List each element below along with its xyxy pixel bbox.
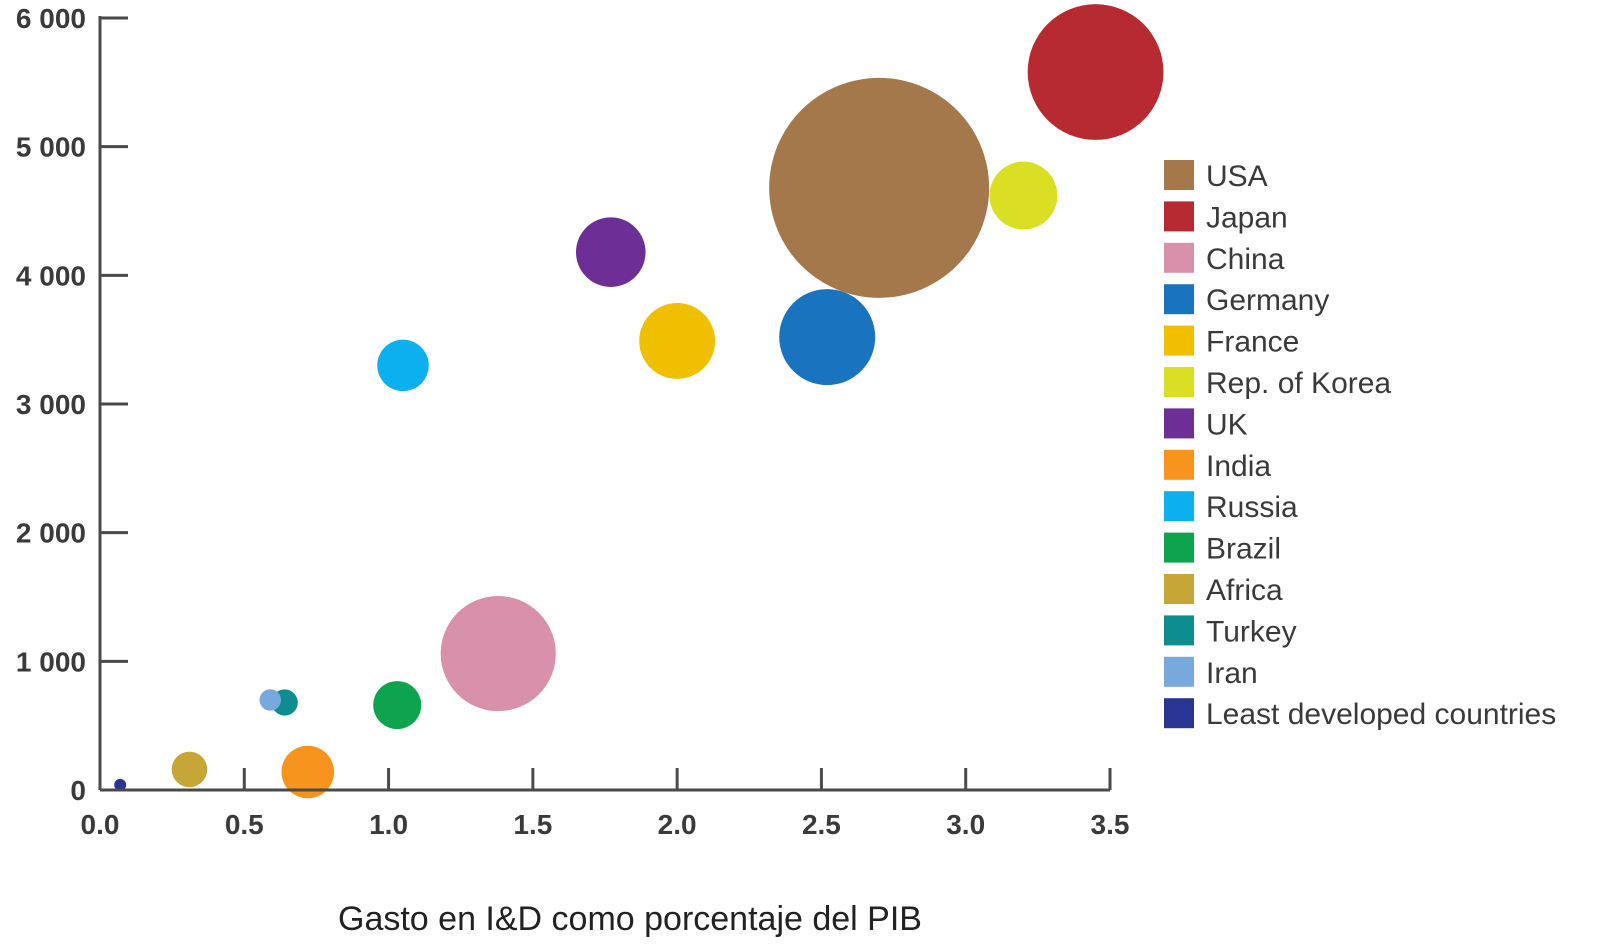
legend-swatch-brazil <box>1164 532 1194 563</box>
legend-label-japan: Japan <box>1206 201 1288 234</box>
bubble-russia <box>377 339 429 392</box>
bubbles <box>114 4 1164 799</box>
bubble-least-developed-countries <box>114 778 127 791</box>
legend-swatch-rep-of-korea <box>1164 367 1194 397</box>
legend-label-brazil: Brazil <box>1206 533 1281 566</box>
legend-label-germany: Germany <box>1206 284 1329 317</box>
legend: USA Japan China Germany France Rep. of Korea U… <box>1164 160 1556 731</box>
x-tick-label: 1.5 <box>513 809 552 840</box>
legend-label-uk: UK <box>1206 408 1248 441</box>
y-tick-label: 3 000 <box>16 389 86 420</box>
y-tick-label: 5 000 <box>16 132 86 163</box>
legend-label-india: India <box>1206 450 1271 483</box>
bubble-france <box>639 302 716 379</box>
legend-swatch-russia <box>1164 491 1194 522</box>
y-axis-ticks: 0 1 000 2 000 3 000 4 000 5 000 6 000 <box>16 3 128 806</box>
x-tick-label: 3.0 <box>946 809 985 840</box>
legend-label-china: China <box>1206 243 1285 276</box>
plot-area: 0 1 000 2 000 3 000 4 000 5 000 6 000 0.0 0.5 1.… <box>16 3 1164 840</box>
x-tick-label: 2.5 <box>802 809 841 840</box>
x-axis-label: Gasto en I&D como porcentaje del PIB <box>338 900 922 938</box>
legend-label-iran: Iran <box>1206 657 1258 690</box>
legend-label-rep-of-korea: Rep. of Korea <box>1206 367 1391 400</box>
legend-swatch-germany <box>1164 284 1194 315</box>
legend-swatch-france <box>1164 325 1194 356</box>
x-tick-label: 2.0 <box>658 809 697 840</box>
x-axis-ticks: 0.0 0.5 1.0 1.5 2.0 2.5 3.0 3.5 <box>81 768 1130 840</box>
bubble-uk <box>575 217 646 287</box>
bubble-iran <box>259 689 281 711</box>
bubble-rep-of-korea <box>989 161 1058 230</box>
legend-swatch-india <box>1164 449 1194 480</box>
legend-label-turkey: Turkey <box>1206 615 1297 648</box>
legend-label-usa: USA <box>1206 160 1268 193</box>
x-tick-label: 1.0 <box>369 809 408 840</box>
bubble-china <box>440 596 556 712</box>
bubble-usa <box>769 77 990 298</box>
legend-swatch-iran <box>1164 656 1194 687</box>
y-tick-label: 4 000 <box>16 260 86 291</box>
x-tick-label: 0.5 <box>225 809 264 840</box>
bubble-africa <box>171 751 208 788</box>
legend-label-least-developed-countries: Least developed countries <box>1206 698 1556 731</box>
y-tick-label: 0 <box>70 775 86 806</box>
legend-swatch-turkey <box>1164 615 1194 646</box>
legend-swatch-least-developed-countries <box>1164 698 1194 729</box>
y-tick-label: 6 000 <box>16 3 86 34</box>
legend-label-france: France <box>1206 326 1299 359</box>
bubble-india <box>281 745 335 799</box>
legend-swatch-usa <box>1164 160 1194 190</box>
y-tick-label: 1 000 <box>16 646 86 677</box>
bubble-brazil <box>373 681 422 730</box>
bubble-japan <box>1027 4 1164 140</box>
bubble-germany <box>779 289 876 386</box>
legend-swatch-uk <box>1164 408 1194 439</box>
legend-label-africa: Africa <box>1206 574 1283 607</box>
legend-label-russia: Russia <box>1206 491 1298 524</box>
y-tick-label: 2 000 <box>16 518 86 549</box>
legend-swatch-china <box>1164 242 1194 273</box>
legend-swatch-japan <box>1164 201 1194 232</box>
x-tick-label: 3.5 <box>1091 809 1130 840</box>
x-tick-label: 0.0 <box>81 809 120 840</box>
legend-swatch-africa <box>1164 574 1194 604</box>
